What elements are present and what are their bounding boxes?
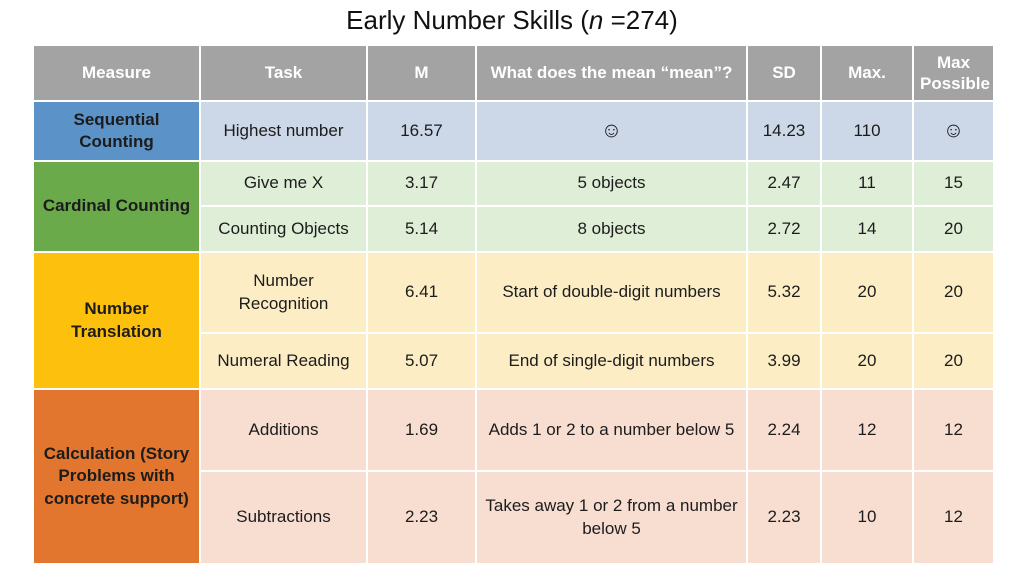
task-cell: Counting Objects [199, 205, 368, 253]
table-row: Cardinal Counting Give me X 3.17 5 objec… [32, 160, 995, 253]
title-n-variable: n [588, 5, 604, 35]
header-meaning: What does the mean “mean”? [475, 44, 748, 102]
sd-cell: 5.32 [746, 251, 822, 334]
table-row: Number Translation Number Recognition 6.… [32, 251, 995, 390]
early-number-skills-table: Measure Task M What does the mean “mean”… [32, 44, 995, 565]
max-possible-cell: 12 [912, 388, 995, 472]
max-possible-cell: 15 [912, 160, 995, 207]
max-cell: 110 [820, 100, 914, 162]
header-m: M [366, 44, 477, 102]
max-cell: 20 [820, 251, 914, 334]
max-cell: 20 [820, 332, 914, 390]
meaning-cell: Adds 1 or 2 to a number below 5 [475, 388, 748, 472]
sd-cell: 2.23 [746, 470, 822, 565]
table-row: Counting Objects 5.14 8 objects 2.72 14 … [33, 205, 995, 253]
meaning-cell: 8 objects [475, 205, 748, 253]
sd-cell: 14.23 [746, 100, 822, 162]
measure-sequential-counting: Sequential Counting [32, 100, 201, 162]
max-possible-cell: 20 [912, 251, 995, 334]
task-cell: Number Recognition [199, 251, 368, 334]
table-row: Calculation (Story Problems with concret… [32, 388, 995, 565]
max-possible-cell-smiley-icon: ☺ [912, 100, 995, 162]
task-cell: Additions [199, 388, 368, 472]
sd-cell: 2.24 [746, 388, 822, 472]
slide-title: Early Number Skills (n =274) [0, 5, 1024, 36]
task-cell: Numeral Reading [199, 332, 368, 390]
table-row: Numeral Reading 5.07 End of single-digit… [33, 332, 995, 390]
header-max-possible: Max Possible [912, 44, 995, 102]
meaning-cell-smiley-icon: ☺ [475, 100, 748, 162]
max-cell: 11 [820, 160, 914, 207]
table-row: Subtractions 2.23 Takes away 1 or 2 from… [33, 470, 995, 565]
measure-calculation: Calculation (Story Problems with concret… [32, 388, 201, 565]
task-cell: Highest number [199, 100, 368, 162]
header-row: Measure Task M What does the mean “mean”… [32, 44, 995, 102]
header-sd: SD [746, 44, 822, 102]
measure-cardinal-counting: Cardinal Counting [32, 160, 201, 253]
header-task: Task [199, 44, 368, 102]
meaning-cell: Start of double-digit numbers [475, 251, 748, 334]
max-cell: 14 [820, 205, 914, 253]
title-suffix: =274) [603, 5, 678, 35]
title-prefix: Early Number Skills ( [346, 5, 589, 35]
measure-number-translation: Number Translation [32, 251, 201, 390]
mean-cell: 3.17 [366, 160, 477, 207]
header-max: Max. [820, 44, 914, 102]
mean-cell: 5.14 [366, 205, 477, 253]
meaning-cell: Takes away 1 or 2 from a number below 5 [475, 470, 748, 565]
max-possible-cell: 20 [912, 205, 995, 253]
max-possible-cell: 12 [912, 470, 995, 565]
max-cell: 12 [820, 388, 914, 472]
sd-cell: 3.99 [746, 332, 822, 390]
header-measure: Measure [32, 44, 201, 102]
task-cell: Subtractions [199, 470, 368, 565]
meaning-cell: End of single-digit numbers [475, 332, 748, 390]
mean-cell: 1.69 [366, 388, 477, 472]
mean-cell: 2.23 [366, 470, 477, 565]
max-possible-cell: 20 [912, 332, 995, 390]
task-cell: Give me X [199, 160, 368, 207]
sd-cell: 2.72 [746, 205, 822, 253]
table-row: Sequential Counting Highest number 16.57… [32, 100, 995, 162]
meaning-cell: 5 objects [475, 160, 748, 207]
mean-cell: 5.07 [366, 332, 477, 390]
max-cell: 10 [820, 470, 914, 565]
sd-cell: 2.47 [746, 160, 822, 207]
mean-cell: 16.57 [366, 100, 477, 162]
mean-cell: 6.41 [366, 251, 477, 334]
